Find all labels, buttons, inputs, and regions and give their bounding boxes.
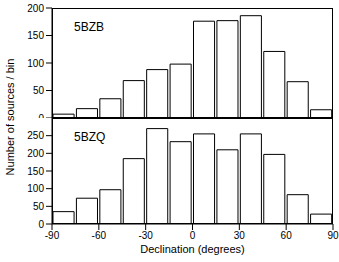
svg-text:50: 50	[33, 201, 45, 212]
svg-text:0: 0	[38, 113, 44, 118]
svg-text:30: 30	[234, 230, 246, 241]
svg-text:-90: -90	[45, 230, 60, 241]
svg-text:0: 0	[38, 219, 44, 230]
svg-text:60: 60	[281, 230, 293, 241]
svg-text:50: 50	[33, 85, 45, 96]
svg-text:-60: -60	[92, 230, 107, 241]
svg-text:100: 100	[27, 183, 44, 194]
html-text:5BZB: 5BZB	[74, 20, 104, 34]
svg-text:200: 200	[27, 148, 44, 159]
svg-text:-30: -30	[138, 230, 153, 241]
svg-text:0: 0	[190, 230, 196, 241]
svg-text:200: 200	[27, 3, 44, 14]
html-text:Declination (degrees): Declination (degrees)	[140, 243, 245, 255]
svg-text:150: 150	[27, 166, 44, 177]
svg-text:90: 90	[327, 230, 331, 241]
html-text:5BZQ: 5BZQ	[74, 130, 106, 144]
svg-text:250: 250	[27, 130, 44, 141]
svg-text:150: 150	[27, 30, 44, 41]
svg-text:100: 100	[27, 58, 44, 69]
html-text:Number of sources / bin: Number of sources / bin	[4, 58, 16, 176]
